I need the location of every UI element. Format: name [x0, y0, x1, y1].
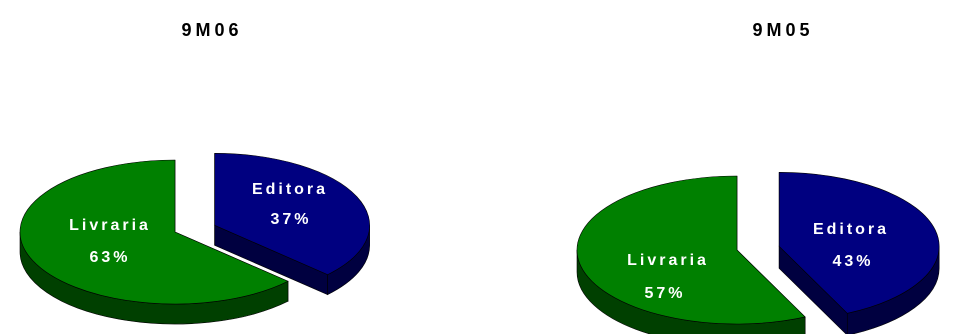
slice-value-editora: 37%: [270, 211, 311, 228]
slice-value-editora: 43%: [832, 253, 873, 270]
slice-livraria: [19, 159, 289, 305]
slice-value-livraria: 57%: [644, 285, 685, 302]
pie-chart-9m06: 9M06 Editora 37% Livraria 63%: [19, 20, 370, 325]
slice-label-editora: Editora: [813, 221, 889, 238]
slice-livraria: [576, 175, 806, 325]
pie-chart-9m05: 9M05 Editora 43% Livraria 57%: [576, 20, 940, 334]
slice-value-livraria: 63%: [89, 249, 130, 266]
slice-editora: [778, 172, 940, 314]
slice-label-livraria: Livraria: [69, 217, 151, 234]
chart-title: 9M06: [181, 20, 242, 40]
slice-label-livraria: Livraria: [627, 252, 709, 269]
slice-label-editora: Editora: [252, 181, 328, 198]
chart-title: 9M05: [752, 20, 813, 40]
slice-editora: [214, 153, 370, 275]
